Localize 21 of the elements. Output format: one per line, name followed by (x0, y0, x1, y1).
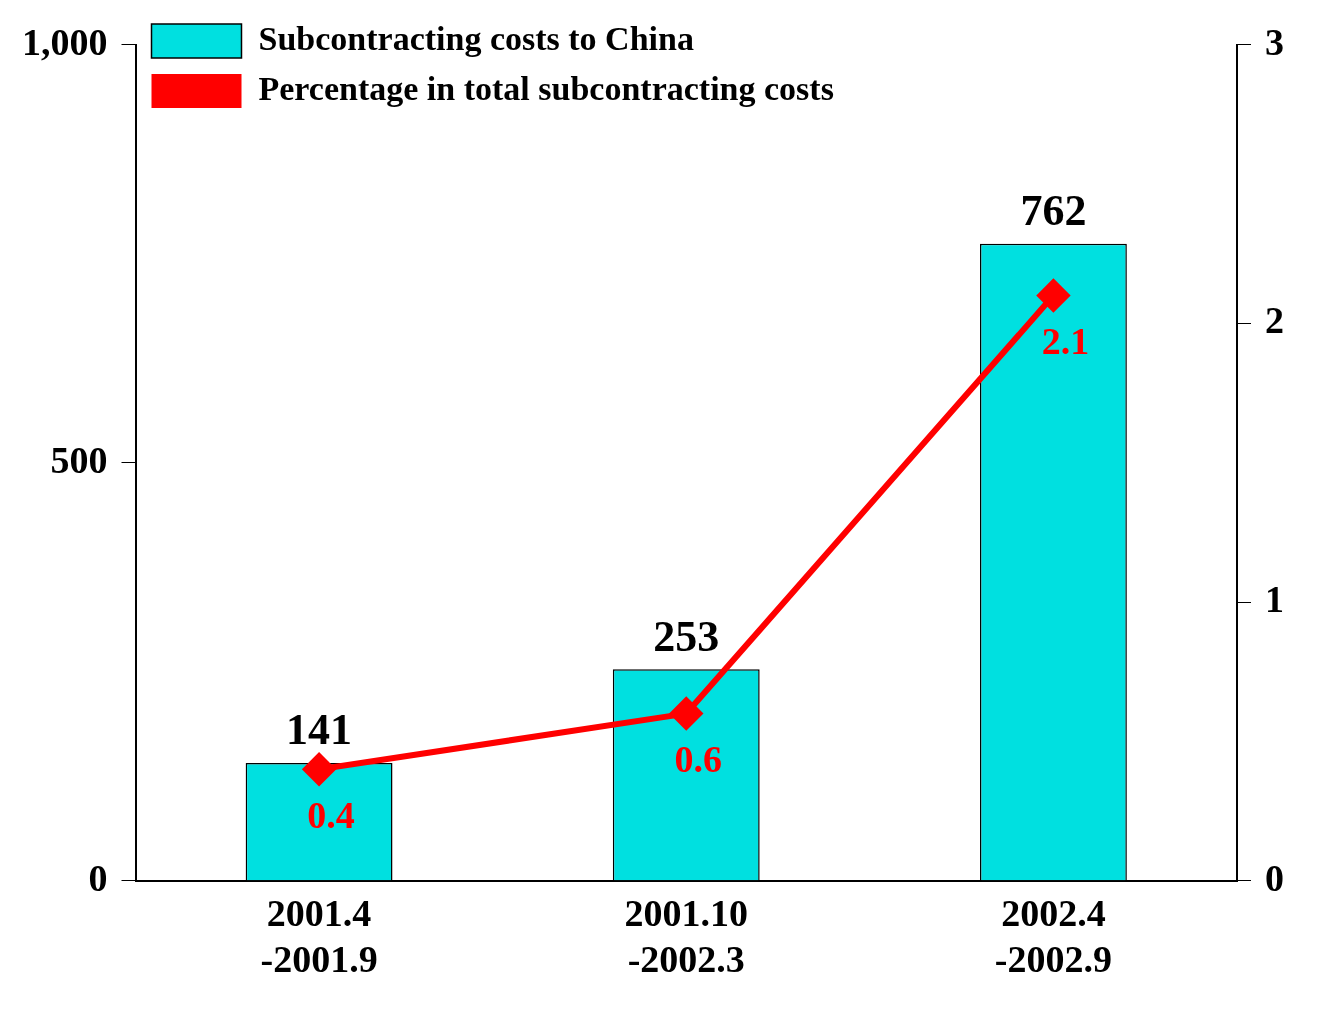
data-label: 0.4 (307, 794, 355, 837)
y-tick-label: 500 (50, 438, 108, 481)
data-label: 253 (653, 611, 720, 661)
data-label: 762 (1020, 186, 1087, 236)
data-label: 141 (286, 705, 353, 755)
point (670, 697, 703, 730)
legend-label: Percentage in total subcontracting costs (258, 69, 834, 107)
y2-tick-label: 1 (1265, 577, 1284, 620)
data-label: 2.1 (1041, 320, 1090, 363)
x-tick-label: 2001.10 -2002.3 (624, 892, 748, 981)
x-tick-label: 2002.4 -2002.9 (994, 892, 1112, 981)
data-label: 0.6 (674, 738, 722, 781)
legend-label: Subcontracting costs to China (258, 19, 694, 57)
y2-tick-label: 2 (1265, 299, 1284, 342)
y2-tick-label: 3 (1265, 20, 1284, 63)
point (303, 753, 336, 786)
y-tick-label: 1,000 (22, 20, 108, 63)
point (1037, 279, 1070, 312)
x-tick-label: 2001.4 -2001.9 (260, 892, 378, 981)
y2-tick-label: 0 (1265, 856, 1284, 899)
y-tick-label: 0 (88, 856, 108, 899)
